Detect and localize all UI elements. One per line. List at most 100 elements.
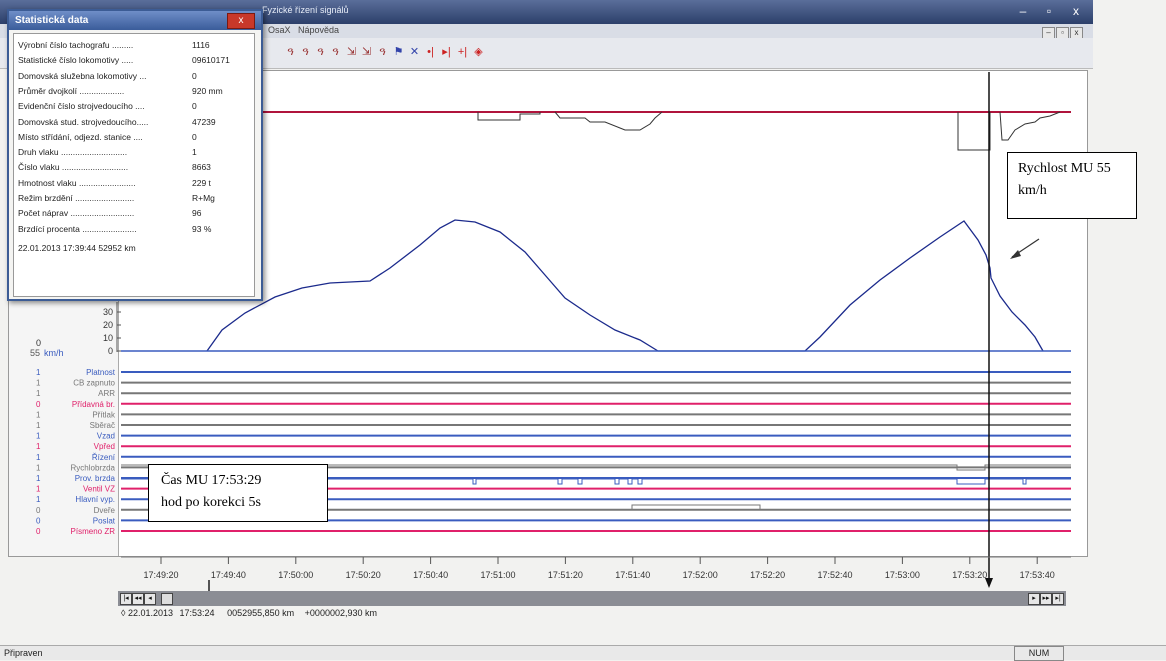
marker-cross-icon[interactable]: ✕ (409, 46, 420, 58)
cursor-date: 22.01.2013 (127, 608, 174, 618)
signal-state: 0 (36, 400, 41, 409)
signal-name: Přítlak (92, 410, 116, 419)
speed-tick-label: 10 (103, 333, 113, 343)
menu-osax[interactable]: OsaX (268, 25, 291, 35)
statistics-row-label: Hmotnost vlaku ........................ (18, 177, 136, 188)
statistics-row-label: Výrobní číslo tachografu ......... (18, 40, 134, 50)
time-callout-line1: Čas MU 17:53:29 (161, 473, 262, 488)
scroll-next-button[interactable]: ▸ (1028, 593, 1040, 605)
time-scroll-bar[interactable]: |◂ ◂◂ ◂ ▸ ▸▸ ▸| (118, 591, 1066, 606)
statistics-row-value: 229 t (192, 177, 211, 188)
statistics-row-label: Statistické číslo lokomotivy ..... (18, 55, 134, 66)
signal-name: Ventil VZ (83, 485, 115, 494)
statistics-row-value: 1116 (192, 40, 210, 50)
cursor-time: 17:53:24 (179, 608, 215, 618)
scroll-prev-page-button[interactable]: ◂◂ (132, 593, 144, 605)
zoom-reset-icon[interactable]: ዓ (379, 46, 386, 58)
scroll-last-button[interactable]: ▸| (1052, 593, 1064, 605)
scroll-first-button[interactable]: |◂ (120, 593, 132, 605)
dvere-trace (121, 504, 1071, 511)
statistics-row-label: Režim brzdění ......................... (18, 193, 135, 203)
speed-tick-label: 30 (103, 307, 113, 317)
statistics-row-label: Průměr dvojkolí ................... (18, 85, 125, 96)
statistics-row-label: Evidenční číslo strojvedoucího .... (18, 101, 145, 112)
time-tick-label: 17:51:00 (480, 570, 515, 580)
flag-icon[interactable]: ⚑ (393, 46, 404, 58)
cursor-info: ◊ 22.01.2013 17:53:24 0052955,850 km +00… (121, 608, 377, 618)
marker-add-icon[interactable]: +| (457, 46, 468, 58)
signal-name: Vpřed (94, 442, 115, 451)
signal-name: Přídavná br. (72, 400, 115, 409)
eraser-icon[interactable]: ◈ (474, 46, 483, 58)
marker-next-icon[interactable]: ▸| (442, 46, 451, 58)
time-tick-label: 17:49:40 (211, 570, 246, 580)
statistics-titlebar[interactable]: Statistická data x (9, 11, 261, 30)
signal-state: 1 (36, 495, 41, 504)
statistics-row-label: Brzdící procenta ....................... (18, 223, 137, 234)
time-tick-label: 17:50:00 (278, 570, 313, 580)
statistics-title: Statistická data (15, 15, 89, 26)
zoom-x-icon[interactable]: ዓ (332, 46, 339, 58)
speed-tick-label: 20 (103, 320, 113, 330)
signal-state: 1 (36, 410, 41, 419)
time-callout-line2: hod po korekci 5s (161, 495, 261, 510)
rychlobrzda-trace (121, 464, 1071, 471)
time-tick-label: 17:53:20 (952, 570, 987, 580)
menu-napoveda[interactable]: Nápověda (298, 25, 340, 35)
signal-state: 1 (36, 421, 41, 430)
statistics-row-label: Číslo vlaku ............................ (18, 162, 129, 173)
statistics-row-value: R+Mg (192, 193, 215, 203)
signal-state: 1 (36, 389, 41, 398)
signal-name: ARR (98, 389, 115, 398)
marker-red-icon[interactable]: •| (427, 46, 434, 58)
close-window-button[interactable]: x (1073, 4, 1079, 18)
speed-unit-label: km/h (44, 348, 64, 358)
time-axis: 17:49:20 17:49:40 17:50:00 17:50:20 17:50:40… (143, 557, 1055, 580)
signal-state: 1 (36, 432, 41, 441)
zoom-out-icon[interactable]: ዓ (317, 46, 324, 58)
signal-state: 1 (36, 485, 41, 494)
cursor-delta: +0000002,930 km (304, 608, 377, 618)
statistics-row-label: Domovská stud. strojvedoucího..... (18, 116, 149, 127)
time-tick-label: 17:53:40 (1020, 570, 1055, 580)
speed-tick-label: 0 (108, 346, 113, 356)
scroll-next-page-button[interactable]: ▸▸ (1040, 593, 1052, 605)
signal-state: 1 (36, 368, 41, 377)
zoom-fit-icon[interactable]: ⇲ (361, 46, 372, 58)
statistics-row-label: Místo střídání, odjezd. stanice .... (18, 131, 143, 142)
cursor-km: 0052955,850 km (227, 608, 295, 618)
zoom-tool-icon[interactable]: ዓ (287, 46, 294, 58)
pointer-arrow-icon (1010, 250, 1021, 259)
signal-name: Rychlobrzda (71, 463, 116, 472)
speed-curve (206, 219, 1044, 352)
status-ready: Připraven (4, 648, 43, 658)
statistics-row-value: 09610171 (192, 55, 230, 66)
statistics-row-label: Domovská služebna lokomotivy ... (18, 70, 147, 81)
signal-state: 1 (36, 379, 41, 388)
time-tick-label: 17:52:00 (683, 570, 718, 580)
statistics-close-button[interactable]: x (227, 13, 255, 29)
cursor-arrow-icon (985, 578, 993, 588)
signal-state: 1 (36, 453, 41, 462)
mdi-minimize-button[interactable]: – (1042, 27, 1055, 39)
time-tick-label: 17:50:40 (413, 570, 448, 580)
signal-pulse-traces (121, 464, 1071, 511)
time-tick-label: 17:51:20 (548, 570, 583, 580)
signal-name: CB zapnuto (73, 379, 115, 388)
zoom-in-icon[interactable]: ዓ (302, 46, 309, 58)
maximize-button[interactable]: ▫ (1046, 4, 1052, 18)
statistics-row-value: 47239 (192, 116, 216, 127)
minimize-button[interactable]: – (1019, 4, 1027, 18)
zoom-y-icon[interactable]: ⇲ (346, 46, 357, 58)
top-signal-trace (477, 111, 1061, 151)
signal-state: 1 (36, 442, 41, 451)
status-bar: Připraven NUM (0, 645, 1166, 661)
scroll-prev-button[interactable]: ◂ (144, 593, 156, 605)
statistics-row-value: 8663 (192, 162, 211, 173)
signal-state: 1 (36, 463, 41, 472)
scroll-thumb[interactable] (161, 593, 173, 605)
statistics-window[interactable]: Statistická data x 22.01.2013 17:39:44 5… (7, 9, 263, 301)
prov-brzda-trace (121, 478, 1071, 485)
cursor-marker-icon: ◊ (121, 608, 126, 618)
